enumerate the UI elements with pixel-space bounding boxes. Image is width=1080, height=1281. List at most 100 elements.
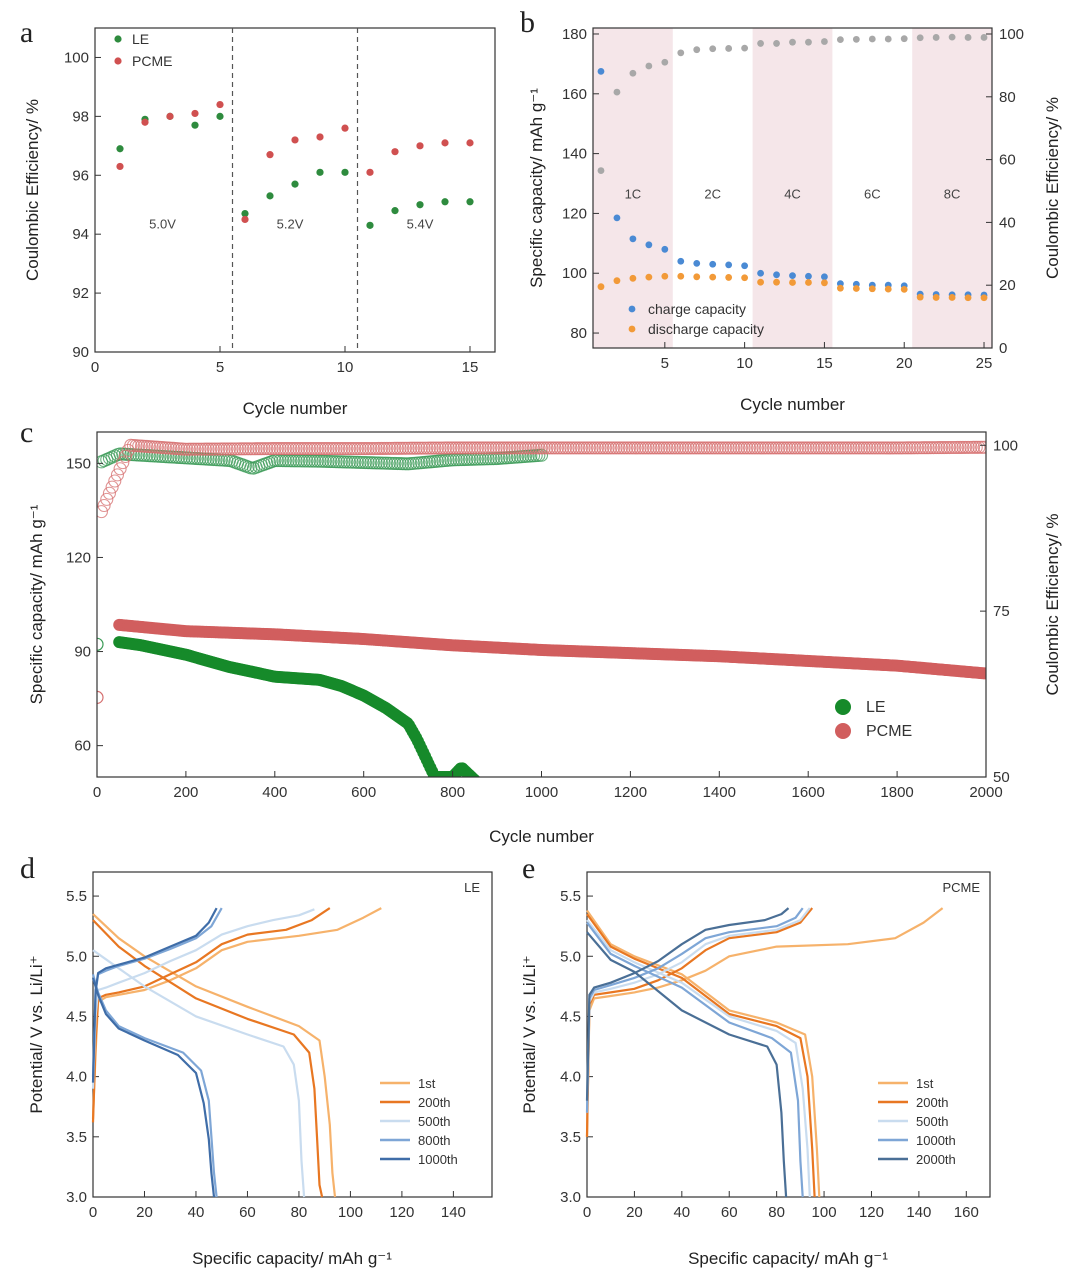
data-point-pcme	[266, 151, 274, 159]
panel-b: b 1C 2C 4C 6C 8C 5 10 15 20 25 80 100 120 140 160 180 0 20…	[520, 6, 1062, 414]
data-point-charge-capacity	[741, 262, 749, 270]
data-point-pcme-efficiency	[294, 442, 309, 456]
data-point-pcme-efficiency	[601, 441, 615, 455]
data-point-pcme-efficiency	[500, 441, 514, 455]
data-point-pcme-efficiency	[886, 441, 901, 455]
data-point-pcme	[166, 112, 174, 120]
data-point-pcme-efficiency	[273, 442, 287, 456]
data-point-pcme-efficiency	[769, 441, 783, 455]
y-tick-label: 100	[562, 265, 587, 282]
data-point-pcme-efficiency	[324, 442, 338, 456]
data-point-charge-capacity	[805, 272, 812, 280]
x-tick-label: 100	[812, 1204, 837, 1221]
data-point-coulombic-efficiency	[821, 38, 828, 45]
data-point-pcme-efficiency	[809, 441, 823, 455]
data-point-pcme-efficiency	[870, 441, 885, 455]
data-point-pcme-efficiency	[796, 441, 810, 455]
x-tick-label: 25	[976, 355, 993, 372]
data-point-pcme-efficiency	[513, 441, 527, 455]
x-tick-label: 60	[721, 1204, 738, 1221]
y-tick-label: 90	[74, 644, 91, 661]
data-point-coulombic-efficiency	[964, 34, 972, 41]
data-point-charge-capacity	[789, 272, 796, 280]
data-point-discharge-capacity	[932, 294, 940, 301]
data-point-pcme-efficiency	[622, 441, 637, 455]
plot-frame	[592, 27, 993, 349]
data-point-pcme-efficiency	[604, 441, 618, 455]
data-point-pcme-efficiency	[833, 441, 847, 455]
data-point-pcme-efficiency	[641, 441, 655, 455]
data-point-pcme-efficiency	[510, 441, 525, 455]
data-point-pcme-efficiency	[694, 441, 709, 455]
data-point-coulombic-efficiency	[980, 34, 988, 41]
charge-curve-1st	[585, 907, 944, 1137]
data-point-pcme-efficiency	[614, 441, 629, 455]
data-point-charge-capacity	[629, 235, 637, 243]
data-point-pcme-efficiency	[721, 441, 735, 455]
data-point-pcme-efficiency	[772, 441, 786, 455]
x-tick-label: 1200	[614, 784, 647, 801]
data-point-discharge-capacity	[629, 274, 637, 282]
data-point-discharge-capacity	[789, 279, 796, 286]
x-tick-label: 0	[583, 1204, 591, 1221]
data-point-pcme-efficiency	[334, 442, 349, 456]
data-point-pcme-efficiency	[884, 441, 898, 455]
x-tick-label: 0	[89, 1204, 97, 1221]
data-point-pcme-efficiency	[97, 690, 104, 704]
y-right-axis-title: Coulombic Efficiency/ %	[1043, 513, 1062, 695]
y-tick-label: 5.0	[560, 948, 581, 965]
data-point-pcme-efficiency	[558, 441, 573, 455]
data-point-pcme-efficiency	[686, 441, 701, 455]
x-tick-label: 40	[673, 1204, 690, 1221]
x-tick-label: 0	[93, 784, 101, 801]
y-tick-label: 92	[72, 285, 89, 302]
charge-curve-500th	[585, 907, 811, 1113]
data-point-le	[216, 112, 224, 120]
data-point-pcme	[391, 148, 399, 156]
data-point-pcme-efficiency	[862, 441, 877, 455]
y-tick-label: 80	[570, 325, 587, 342]
panel-a: a 0 5 10 15 90 92 94 96 98 100 5.0V 5.2V 5.4V LE PCME Cy…	[20, 16, 496, 418]
data-point-le	[291, 180, 299, 188]
data-point-pcme-efficiency	[502, 441, 517, 455]
data-point-pcme-efficiency	[548, 441, 562, 455]
electrolyte-label: LE	[464, 880, 480, 895]
data-point-pcme-efficiency	[332, 442, 346, 456]
x-tick-label: 2000	[969, 784, 1002, 801]
data-point-pcme-efficiency	[516, 441, 530, 455]
x-tick-label: 15	[816, 355, 833, 372]
data-point-pcme	[191, 109, 199, 118]
data-point-discharge-capacity	[773, 278, 780, 286]
data-point-charge-capacity	[645, 241, 653, 249]
data-point-pcme-efficiency	[860, 441, 874, 455]
data-point-pcme-efficiency	[668, 441, 682, 455]
x-tick-label: 20	[626, 1204, 643, 1221]
data-point-pcme-efficiency	[782, 441, 797, 455]
data-point-discharge-capacity	[868, 285, 876, 293]
data-point-pcme	[466, 139, 474, 147]
data-point-pcme-efficiency	[566, 441, 581, 455]
data-point-charge-capacity	[725, 261, 733, 269]
data-point-pcme-efficiency	[452, 441, 466, 455]
data-point-pcme-efficiency	[881, 441, 895, 455]
data-point-charge-capacity	[661, 245, 669, 253]
data-point-coulombic-efficiency	[629, 69, 637, 77]
data-point-pcme-efficiency	[678, 441, 693, 455]
data-point-pcme-efficiency	[838, 441, 853, 455]
data-point-coulombic-efficiency	[932, 34, 940, 41]
voltage-annotation: 5.4V	[407, 216, 434, 231]
data-point-pcme-efficiency	[873, 441, 887, 455]
data-point-coulombic-efficiency	[916, 34, 924, 42]
x-axis-title: Cycle number	[243, 399, 348, 418]
data-point-pcme-efficiency	[710, 441, 725, 455]
data-point-pcme-efficiency	[876, 441, 890, 455]
data-point-pcme-efficiency	[484, 441, 498, 455]
legend-marker	[835, 723, 851, 739]
rate-label: 4C	[784, 186, 801, 201]
data-point-pcme-efficiency	[292, 442, 306, 456]
y-tick-label: 60	[74, 738, 91, 755]
y-tick-label: 4.0	[560, 1069, 581, 1086]
panel-e: e 0 20 40 60 80 100 120 140 160 3.0 3.5 4.0 4.5 5.0 5.5…	[520, 852, 991, 1268]
data-point-pcme-efficiency	[102, 486, 116, 500]
